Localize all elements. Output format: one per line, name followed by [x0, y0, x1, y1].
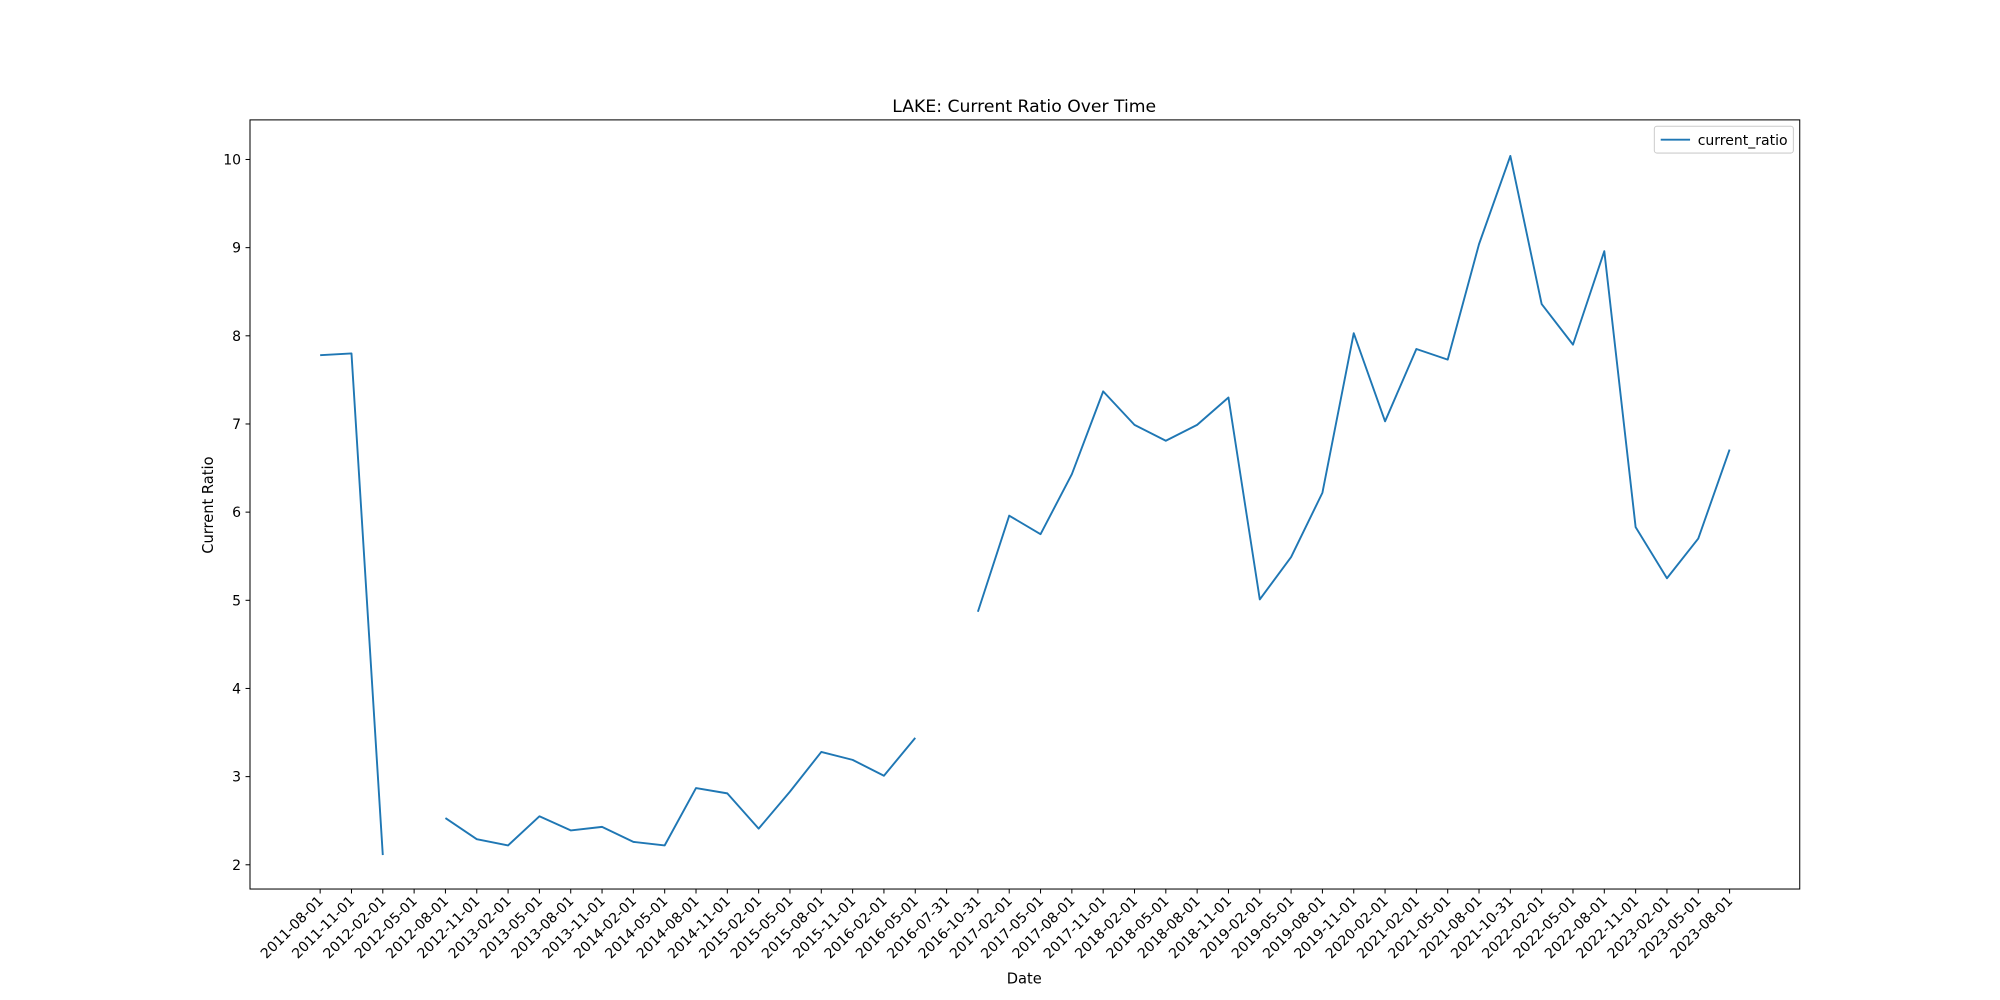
y-tick-label: 3 — [232, 770, 241, 786]
y-tick-label: 8 — [232, 329, 241, 345]
y-tick-label: 6 — [232, 505, 241, 521]
legend-box — [1653, 125, 1794, 154]
y-tick-label: 4 — [232, 682, 241, 698]
legend: current_ratio — [1653, 125, 1794, 154]
y-tick-label: 2 — [232, 858, 241, 874]
y-tick-label: 7 — [232, 417, 241, 433]
x-axis-label: Date — [1007, 970, 1042, 987]
data-line — [320, 352, 384, 856]
legend-label: current_ratio — [1698, 133, 1788, 149]
y-tick-label: 9 — [232, 241, 241, 257]
y-tick-label: 10 — [223, 153, 241, 169]
y-axis-label: Current Ratio — [200, 456, 217, 553]
y-tick-label: 5 — [232, 593, 241, 609]
chart-title: LAKE: Current Ratio Over Time — [892, 97, 1156, 117]
plot-frame — [249, 119, 1801, 890]
data-line — [444, 737, 916, 847]
data-line — [976, 154, 1731, 613]
